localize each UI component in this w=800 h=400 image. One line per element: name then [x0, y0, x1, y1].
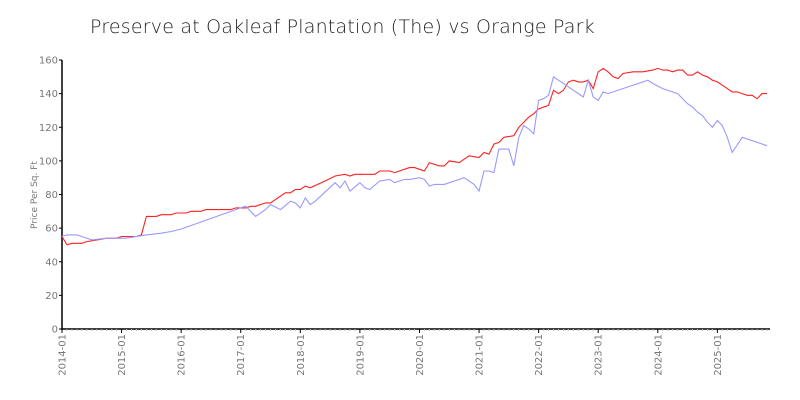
x-tick-label: 2016-01: [177, 334, 188, 376]
x-tick-label: 2025-01: [713, 334, 724, 376]
series-line-1: [61, 75, 768, 241]
y-tick-label: 40: [45, 257, 58, 268]
y-tick-label: 80: [45, 190, 58, 201]
y-tick-label: 120: [39, 123, 58, 134]
series-line-0: [61, 67, 767, 246]
x-tick-label: 2015-01: [117, 334, 128, 376]
axes: 0 20 40 60 80 100 120 140 160 2014-01 2015-01 2016-…: [39, 56, 770, 376]
x-tick-label: 2020-01: [415, 334, 426, 376]
x-tick-label: 2024-01: [653, 334, 664, 376]
y-tick-label: 140: [39, 89, 58, 100]
x-tick-label: 2017-01: [236, 334, 247, 376]
x-tick-label: 2019-01: [355, 334, 366, 376]
x-tick-label: 2021-01: [475, 334, 486, 376]
y-axis-label: Price Per Sq. Ft: [30, 161, 40, 229]
y-tick-label: 0: [52, 325, 58, 336]
x-tick-label: 2018-01: [296, 334, 307, 376]
chart-title: Preserve at Oakleaf Plantation (The) vs …: [90, 16, 595, 38]
y-tick-label: 160: [39, 56, 58, 67]
y-tick-label: 60: [45, 224, 58, 235]
y-tick-label: 100: [39, 156, 58, 167]
x-tick-label: 2023-01: [594, 334, 605, 376]
y-tick-label: 20: [45, 291, 58, 302]
series-lines: [61, 67, 768, 246]
x-tick-label: 2014-01: [58, 334, 69, 376]
x-tick-label: 2022-01: [534, 334, 545, 376]
